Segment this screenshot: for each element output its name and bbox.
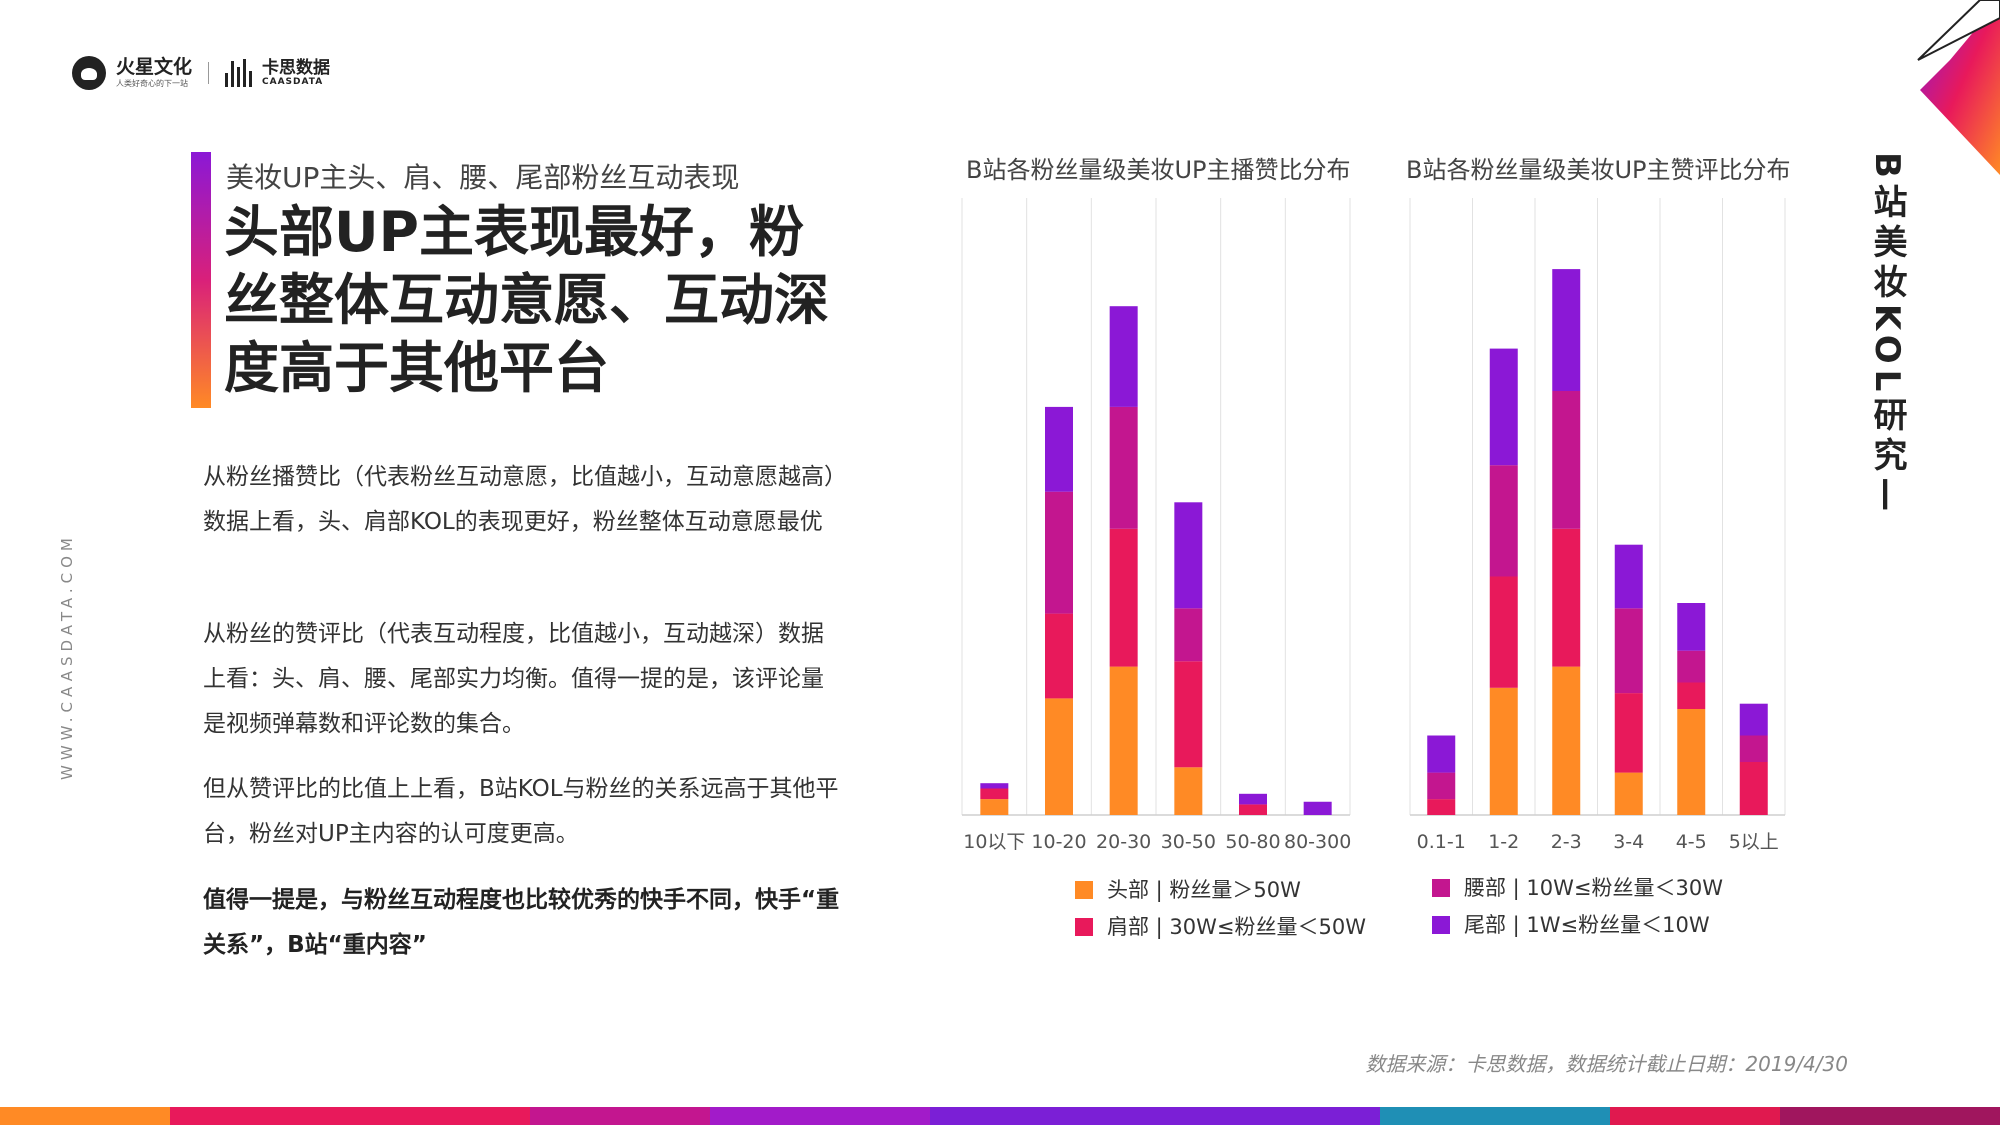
bar-肩部-10-20 <box>1045 613 1073 699</box>
vertical-section-title: B站美妆KOL研究— <box>1867 152 1907 518</box>
bar-尾部-5以上 <box>1739 703 1768 736</box>
chart-like-comment-ratio: 0.1-1 1-2 2-3 3-4 4-5 5以上 <box>1409 198 1786 853</box>
bar-头部-4-5 <box>1677 709 1706 815</box>
chart-legend: 头部 | 粉丝量＞50W 肩部 | 30W≤粉丝量＜50W 腰部 | 10W≤粉丝量… <box>1075 876 1723 940</box>
data-source-note: 数据来源：卡思数据，数据统计截止日期：2019/4/30 <box>1365 1052 1848 1076</box>
highlight-paragraph: 值得一提是，与粉丝互动程度也比较优秀的快手不同，快手“重关系”，B站“重内容” <box>203 887 840 958</box>
bar-腰部-20-30 <box>1109 406 1138 529</box>
brand-a: 火星文化 人类好奇心的下一站 <box>116 58 192 88</box>
bar-尾部-2-3 <box>1552 269 1581 391</box>
brand-b-name-en: CAASDATA <box>262 76 324 87</box>
bar-尾部-20-30 <box>1109 306 1138 407</box>
brand-a-name: 火星文化 <box>116 56 193 78</box>
legend-label-腰部: 腰部 | 10W≤粉丝量＜30W <box>1464 876 1723 901</box>
bar-尾部-3-4 <box>1614 544 1643 609</box>
bar-尾部-1-2 <box>1489 348 1518 466</box>
bar-腰部-0.1-1 <box>1427 772 1456 800</box>
bar-肩部-1-2 <box>1489 576 1518 688</box>
legend-swatch-尾部 <box>1432 916 1450 934</box>
chart-play-like-ratio: 10以下 10-20 20-30 30-50 50-80 80-300 <box>961 198 1351 853</box>
bar-尾部-0.1-1 <box>1427 735 1456 773</box>
bar-肩部-4-5 <box>1677 682 1706 709</box>
x-tick-label: 20-30 <box>1096 831 1151 853</box>
bar-肩部-2-3 <box>1552 528 1581 667</box>
bar-肩部-5以上 <box>1739 762 1768 815</box>
brand-divider <box>208 62 210 84</box>
bar-腰部-2-3 <box>1552 391 1581 529</box>
brand-a-slogan: 人类好奇心的下一站 <box>116 79 188 88</box>
bar-肩部-0.1-1 <box>1427 799 1456 815</box>
chart-2-title: B站各粉丝量级美妆UP主赞评比分布 <box>1406 156 1791 184</box>
huoxing-logo-icon <box>72 56 106 90</box>
x-tick-label: 10以下 <box>963 831 1025 853</box>
bar-肩部-20-30 <box>1109 528 1138 667</box>
bar-头部-30-50 <box>1174 767 1203 815</box>
brand-header: 火星文化 人类好奇心的下一站 卡思数据 CAASDATA <box>72 56 330 90</box>
legend-label-头部: 头部 | 粉丝量＞50W <box>1107 878 1301 903</box>
bar-腰部-1-2 <box>1489 465 1518 577</box>
legend-label-肩部: 肩部 | 30W≤粉丝量＜50W <box>1107 915 1366 940</box>
bar-头部-10以下 <box>980 799 1009 815</box>
bottom-color-stripe <box>0 1107 2000 1125</box>
x-tick-label: 30-50 <box>1161 831 1216 853</box>
bar-尾部-80-300 <box>1303 801 1332 815</box>
bar-尾部-30-50 <box>1174 502 1203 609</box>
brand-b-name: 卡思数据 <box>262 57 331 78</box>
bar-尾部-10以下 <box>980 783 1009 789</box>
bar-头部-10-20 <box>1045 698 1073 815</box>
bar-头部-3-4 <box>1614 772 1643 815</box>
bar-肩部-50-80 <box>1239 804 1267 815</box>
x-tick-label: 5以上 <box>1729 831 1779 853</box>
bar-头部-2-3 <box>1552 666 1581 815</box>
x-tick-label: 2-3 <box>1551 831 1582 853</box>
x-tick-label: 50-80 <box>1225 831 1280 853</box>
legend-label-尾部: 尾部 | 1W≤粉丝量＜10W <box>1464 913 1710 938</box>
bar-腰部-4-5 <box>1677 650 1706 683</box>
legend-swatch-腰部 <box>1432 879 1450 897</box>
legend-swatch-肩部 <box>1075 918 1093 936</box>
brand-b: 卡思数据 CAASDATA <box>262 57 331 87</box>
bar-肩部-3-4 <box>1614 693 1643 773</box>
section-subtitle: 美妆UP主头、肩、腰、尾部粉丝互动表现 <box>226 161 740 194</box>
bar-肩部-10以下 <box>980 788 1009 800</box>
bar-头部-20-30 <box>1109 666 1138 815</box>
title-accent-bar <box>191 152 211 408</box>
bar-尾部-10-20 <box>1045 406 1073 492</box>
chart-1-title: B站各粉丝量级美妆UP主播赞比分布 <box>966 156 1351 184</box>
x-tick-label: 4-5 <box>1676 831 1707 853</box>
bar-腰部-3-4 <box>1614 608 1643 694</box>
paragraph-1: 从粉丝播赞比（代表粉丝互动意愿，比值越小，互动意愿越高）数据上看，头、肩部KOL… <box>203 464 836 535</box>
bar-腰部-10-20 <box>1045 491 1073 614</box>
bar-头部-1-2 <box>1489 687 1518 815</box>
paragraph-2: 从粉丝的赞评比（代表互动程度，比值越小，互动越深）数据上看：头、肩、腰、尾部实力… <box>203 621 824 737</box>
bar-腰部-5以上 <box>1739 735 1768 762</box>
paragraph-3: 但从赞评比的比值上上看，B站KOL与粉丝的关系远高于其他平台，粉丝对UP主内容的… <box>203 776 839 847</box>
page-headline: 头部UP主表现最好，粉丝整体互动意愿、互动深度高于其他平台 <box>224 200 830 400</box>
x-tick-label: 1-2 <box>1488 831 1519 853</box>
legend-swatch-头部 <box>1075 881 1093 899</box>
x-tick-label: 3-4 <box>1613 831 1644 853</box>
x-tick-label: 80-300 <box>1284 831 1351 853</box>
caasdata-logo-icon <box>225 59 253 87</box>
x-tick-label: 0.1-1 <box>1417 831 1466 853</box>
corner-decoration <box>1917 0 2000 175</box>
bar-肩部-30-50 <box>1174 661 1203 768</box>
bar-尾部-50-80 <box>1239 793 1267 805</box>
bar-尾部-4-5 <box>1677 603 1706 651</box>
x-tick-label: 10-20 <box>1031 831 1086 853</box>
bar-腰部-30-50 <box>1174 608 1203 662</box>
